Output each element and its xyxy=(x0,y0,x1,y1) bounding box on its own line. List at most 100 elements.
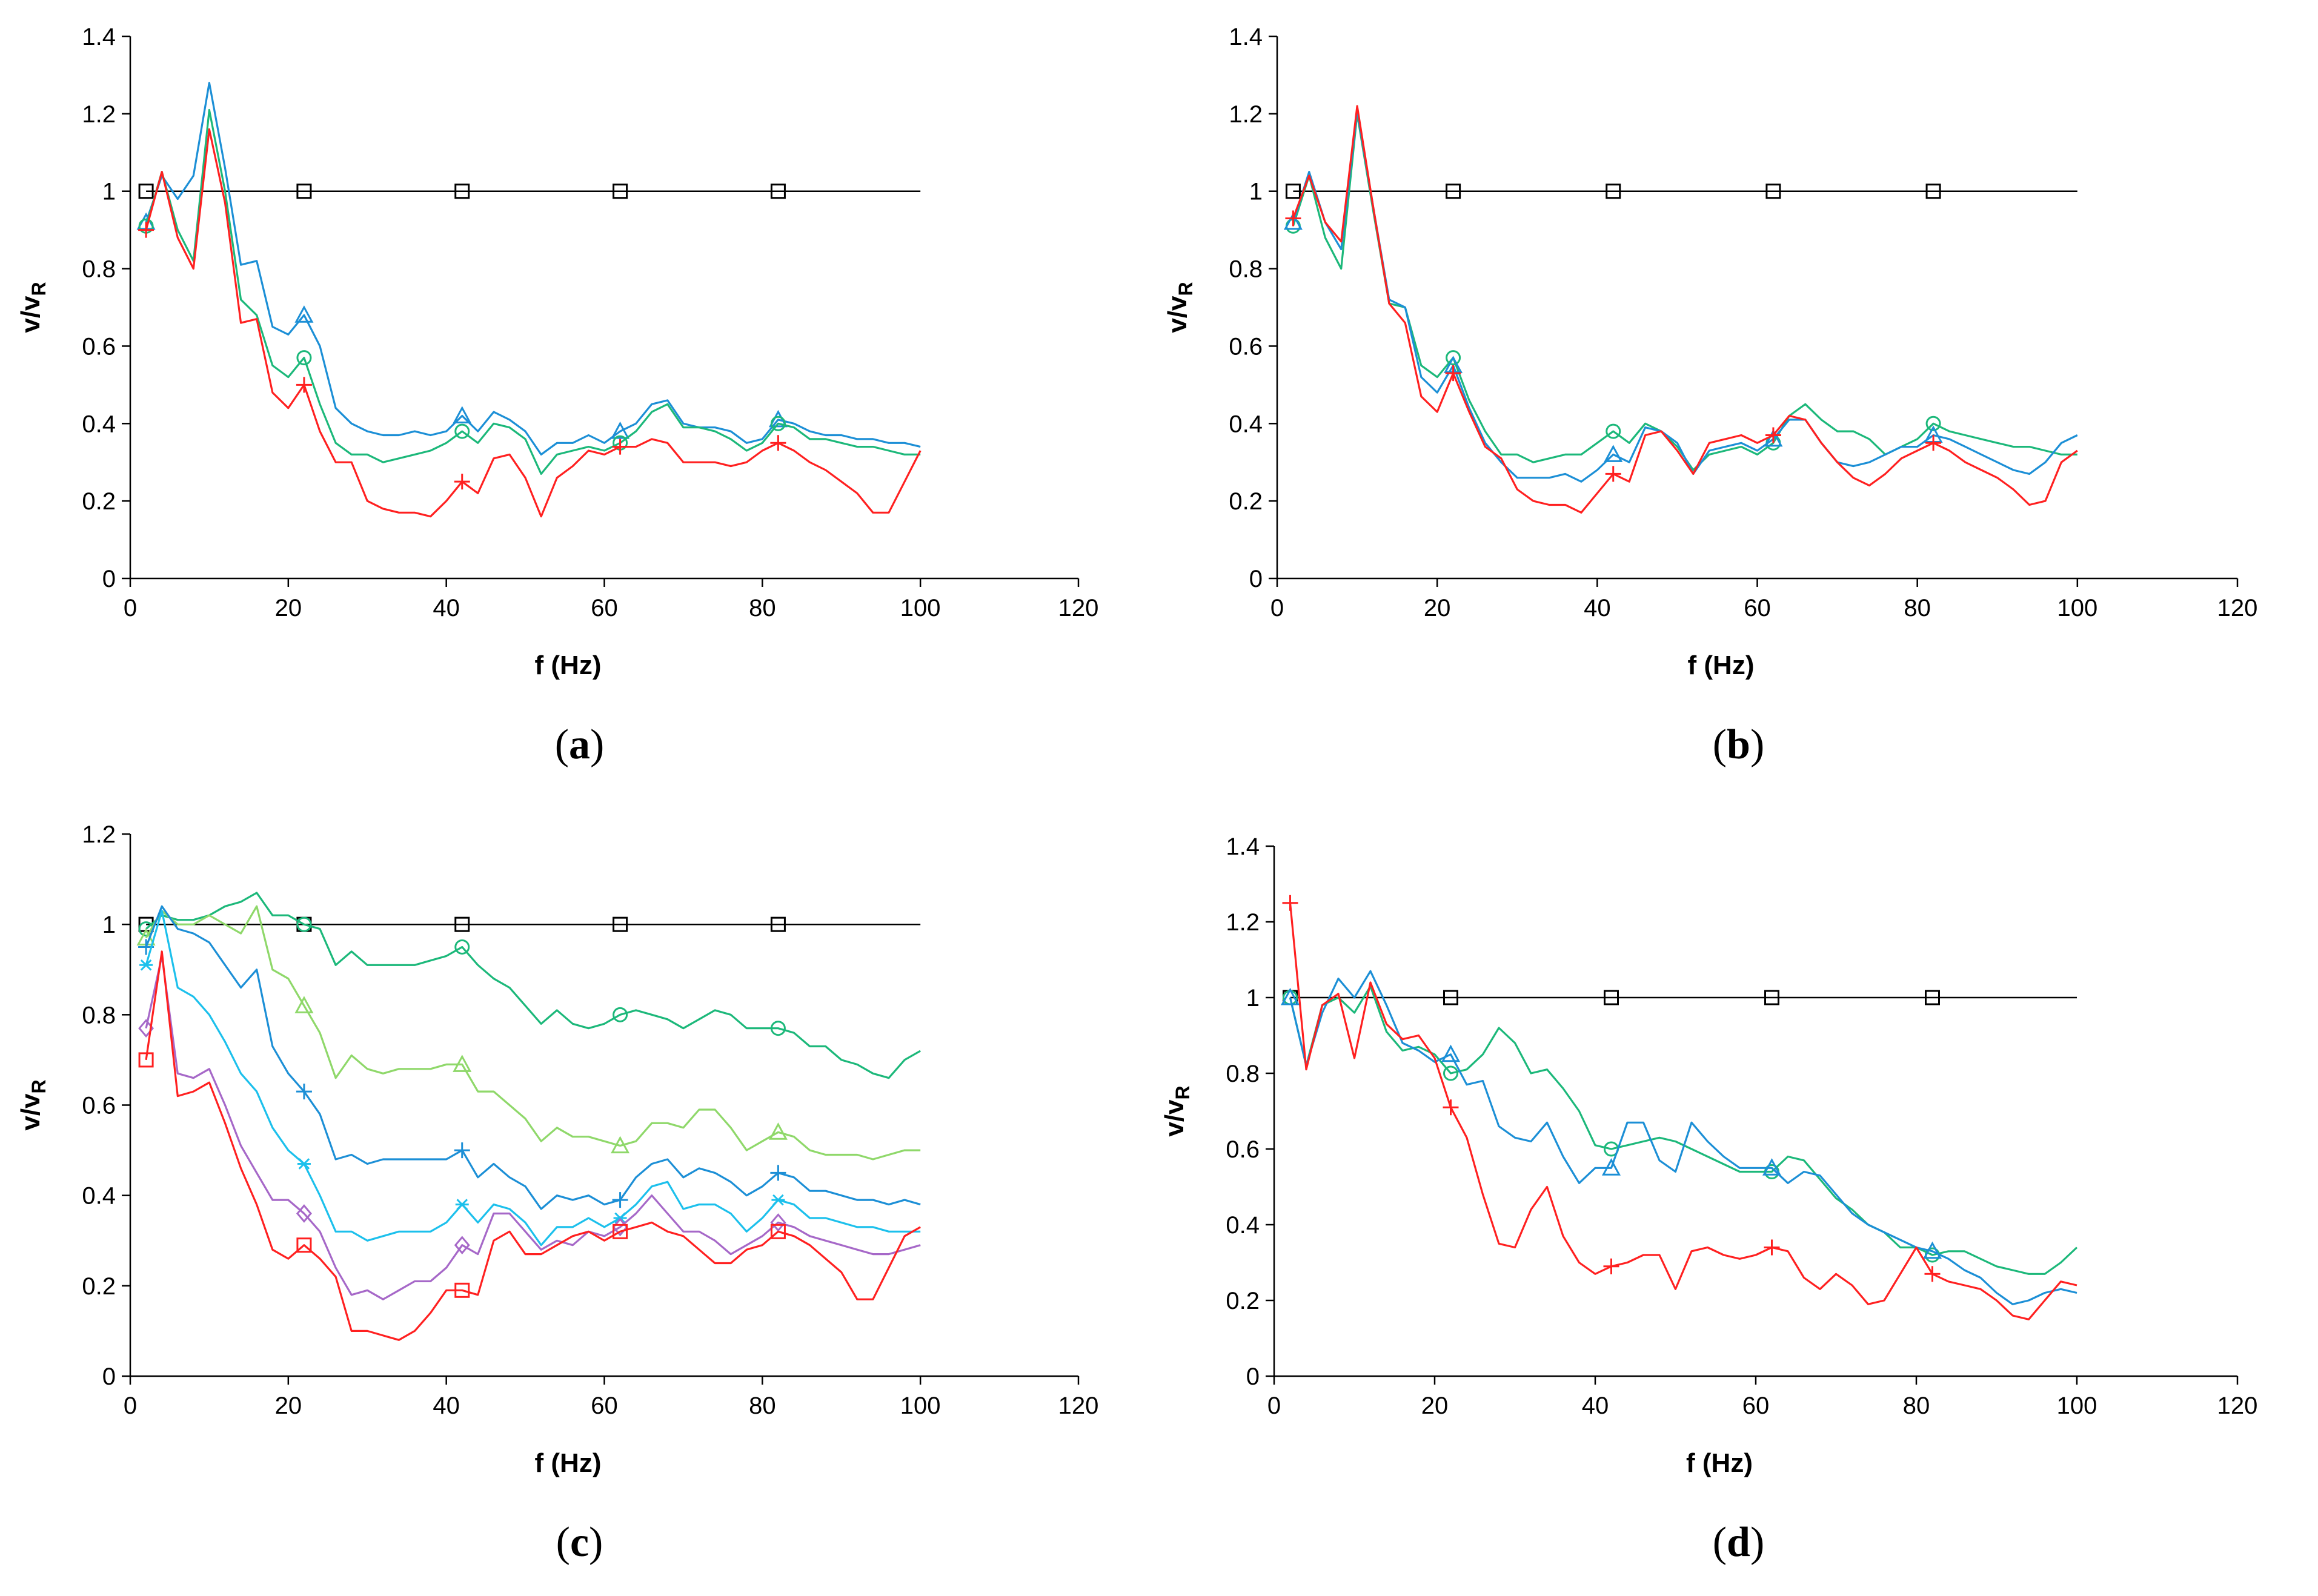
marker-blue xyxy=(770,1165,786,1181)
marker-reference xyxy=(1443,990,1458,1005)
marker-green xyxy=(454,423,470,439)
marker-lightgreen xyxy=(611,1136,630,1154)
x-tick-label: 80 xyxy=(749,1392,776,1419)
marker-red xyxy=(770,435,786,451)
series-line-green xyxy=(1292,113,2077,471)
marker-red xyxy=(1924,1266,1941,1282)
series-line-purple xyxy=(145,955,921,1300)
marker-reference xyxy=(1604,990,1619,1005)
y-tick-label: 0.6 xyxy=(82,333,116,360)
marker-blue xyxy=(1283,212,1303,230)
x-tick-label: 0 xyxy=(1270,595,1284,621)
marker-blue xyxy=(1441,1044,1461,1062)
marker-reference xyxy=(770,184,786,199)
x-tick-label: 120 xyxy=(1058,1392,1099,1419)
series-blue xyxy=(1283,108,2078,483)
caption-c: (c) xyxy=(556,1519,603,1566)
marker-blue xyxy=(1762,1158,1782,1176)
y-tick-label: 0.8 xyxy=(1226,1061,1260,1087)
series-green xyxy=(1283,985,2078,1275)
x-axis-label: f (Hz) xyxy=(535,1448,602,1478)
y-tick-label: 0.4 xyxy=(1229,411,1263,437)
marker-green xyxy=(1606,423,1621,439)
marker-blue xyxy=(454,1142,470,1159)
marker-green xyxy=(1443,1065,1458,1081)
marker-lightgreen xyxy=(768,1122,788,1140)
series-reference xyxy=(1285,184,2077,199)
marker-green xyxy=(1925,416,1941,431)
marker-purple xyxy=(770,1213,786,1232)
x-tick-label: 40 xyxy=(1584,595,1611,621)
marker-reference xyxy=(1764,990,1779,1005)
marker-reference xyxy=(1765,184,1781,199)
marker-red xyxy=(770,1223,786,1239)
x-tick-label: 80 xyxy=(1904,595,1931,621)
marker-red xyxy=(1765,427,1781,443)
x-tick-label: 60 xyxy=(591,595,618,621)
x-tick-label: 100 xyxy=(2057,595,2097,621)
series-line-red xyxy=(145,128,922,518)
caption-b: (b) xyxy=(1712,721,1765,768)
marker-blue xyxy=(294,305,314,323)
series-line-red xyxy=(145,950,921,1341)
marker-red xyxy=(296,1237,312,1253)
y-tick-label: 1 xyxy=(1249,179,1263,205)
marker-blue xyxy=(453,406,472,423)
y-tick-label: 0.4 xyxy=(82,411,116,437)
y-tick-label: 0 xyxy=(1249,566,1263,592)
panel-a: 0 0.2 0.4 0.6 0.8 1 1.2 1.4 0 20 40 60 80 100 120 f (Hz… xyxy=(0,0,1159,798)
chart-c: 0 0.2 0.4 0.6 0.8 1 1.2 0 20 40 60 80 100 120 f (Hz) v/… xyxy=(16,821,1099,1478)
marker-reference xyxy=(454,184,470,199)
y-tick-label: 1.2 xyxy=(1229,101,1263,128)
marker-green xyxy=(296,350,312,366)
marker-red xyxy=(138,222,154,238)
series-reference xyxy=(138,916,921,932)
marker-blue xyxy=(1601,1158,1621,1176)
x-tick-label: 20 xyxy=(1424,595,1451,621)
series-cyan xyxy=(139,910,921,1247)
y-axis-label-subscript: R xyxy=(1175,282,1197,296)
x-tick-label: 20 xyxy=(275,595,302,621)
series-purple xyxy=(138,955,921,1300)
marker-reference xyxy=(1446,184,1461,199)
y-tick-label: 0.8 xyxy=(1229,256,1263,283)
y-axis-label: v/vR xyxy=(16,1079,50,1130)
y-tick-label: 0.4 xyxy=(1226,1212,1260,1239)
x-tick-label: 60 xyxy=(591,1392,618,1419)
x-tick-label: 120 xyxy=(1058,595,1099,621)
series-line-blue xyxy=(145,82,921,456)
y-axis-label-subscript: R xyxy=(1172,1085,1194,1099)
marker-blue xyxy=(612,1192,628,1208)
y-tick-label: 1 xyxy=(102,912,116,938)
x-tick-label: 80 xyxy=(1903,1392,1930,1419)
x-tick-label: 0 xyxy=(124,1392,137,1419)
series-line-red xyxy=(1292,105,2078,514)
caption-a: (a) xyxy=(554,721,605,768)
x-tick-label: 120 xyxy=(2217,595,2258,621)
y-tick-label: 0 xyxy=(102,566,116,592)
marker-purple xyxy=(454,1236,470,1255)
marker-red xyxy=(1603,1258,1619,1274)
marker-cyan xyxy=(455,1199,469,1210)
x-tick-label: 100 xyxy=(900,1392,941,1419)
marker-blue xyxy=(1604,445,1623,462)
y-tick-label: 0 xyxy=(102,1363,116,1390)
series-line-blue xyxy=(1289,970,2077,1305)
marker-reference xyxy=(770,916,786,932)
marker-reference xyxy=(1606,184,1621,199)
x-tick-label: 0 xyxy=(124,595,137,621)
x-tick-label: 100 xyxy=(900,595,941,621)
marker-blue xyxy=(296,1084,312,1100)
marker-reference xyxy=(613,916,628,932)
marker-reference xyxy=(138,184,154,199)
y-axis-label: v/vR xyxy=(16,282,50,333)
y-tick-label: 0.2 xyxy=(82,1273,116,1300)
caption-d: (d) xyxy=(1712,1519,1765,1566)
series-blue xyxy=(138,905,921,1210)
marker-cyan xyxy=(139,959,153,971)
y-tick-label: 1.4 xyxy=(1229,24,1263,50)
marker-blue xyxy=(1922,1241,1942,1259)
marker-green xyxy=(770,1021,786,1036)
y-axis-label-subscript: R xyxy=(28,282,50,296)
x-tick-label: 60 xyxy=(1742,1392,1770,1419)
